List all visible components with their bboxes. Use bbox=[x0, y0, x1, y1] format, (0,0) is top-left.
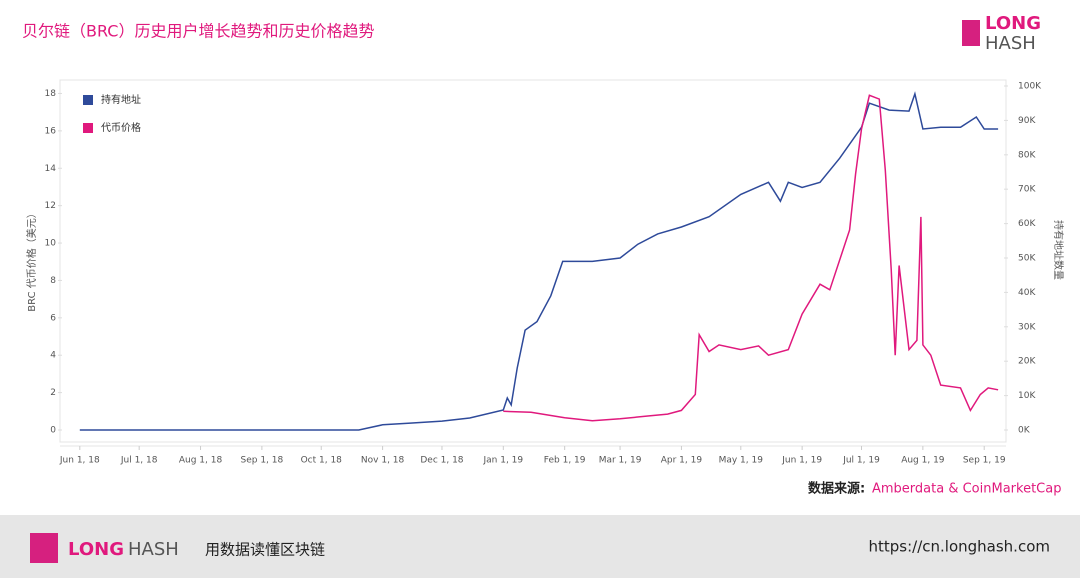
legend-label: 持有地址 bbox=[101, 93, 141, 106]
x-tick-label: Aug 1, 18 bbox=[179, 456, 223, 466]
data-line bbox=[503, 94, 999, 422]
title: 贝尔链（BRC）历史用户增长趋势和历史价格趋势 bbox=[22, 22, 374, 41]
legend-swatch bbox=[83, 95, 93, 105]
logo-text: LONG bbox=[985, 13, 1041, 34]
data-line bbox=[79, 91, 999, 431]
x-tick-label: Feb 1, 19 bbox=[544, 456, 586, 466]
y-tick-label: 10 bbox=[45, 239, 57, 249]
url: https://cn.longhash.com bbox=[869, 538, 1051, 556]
source-text: Amberdata & CoinMarketCap bbox=[872, 482, 1061, 497]
y2-tick-label: 10K bbox=[1018, 391, 1036, 401]
y2-axis-label: 持有地址数量 bbox=[1052, 220, 1065, 280]
x-tick-label: Jun 1, 18 bbox=[59, 456, 100, 466]
y2-tick-label: 50K bbox=[1018, 254, 1036, 264]
footer-logo: LONG bbox=[68, 539, 124, 560]
y-tick-label: 0 bbox=[50, 426, 56, 436]
footer-logo-icon bbox=[30, 533, 58, 563]
slogan: 用数据读懂区块链 bbox=[205, 541, 325, 559]
logo-icon bbox=[962, 20, 980, 46]
footer-logo: HASH bbox=[128, 539, 179, 560]
x-tick-label: Jul 1, 19 bbox=[842, 456, 880, 466]
y-tick-label: 16 bbox=[45, 126, 57, 136]
source-label: 数据来源: bbox=[808, 481, 865, 497]
y2-tick-label: 60K bbox=[1018, 219, 1036, 229]
x-tick-label: Apr 1, 19 bbox=[661, 456, 703, 466]
y2-tick-label: 0K bbox=[1018, 426, 1031, 436]
x-tick-label: Nov 1, 18 bbox=[361, 456, 405, 466]
y-axis-label: BRC 代币价格（美元） bbox=[25, 208, 38, 311]
legend-label: 代币价格 bbox=[101, 121, 141, 134]
x-tick-label: Sep 1, 18 bbox=[241, 456, 284, 466]
y2-tick-label: 100K bbox=[1018, 82, 1042, 92]
y2-tick-label: 20K bbox=[1018, 357, 1036, 367]
logo-text: HASH bbox=[985, 33, 1036, 54]
y-tick-label: 4 bbox=[50, 351, 56, 361]
legend-swatch bbox=[83, 123, 93, 133]
y2-tick-label: 40K bbox=[1018, 288, 1036, 298]
x-tick-label: Jan 1, 19 bbox=[482, 456, 523, 466]
x-tick-label: Sep 1, 19 bbox=[963, 456, 1006, 466]
x-tick-label: Dec 1, 18 bbox=[420, 456, 463, 466]
x-tick-label: Mar 1, 19 bbox=[599, 456, 642, 466]
plot-frame bbox=[59, 79, 1007, 443]
y-tick-label: 12 bbox=[45, 201, 56, 211]
y2-tick-label: 90K bbox=[1018, 116, 1036, 126]
y2-tick-label: 30K bbox=[1018, 322, 1036, 332]
x-tick-label: May 1, 19 bbox=[719, 456, 764, 466]
y2-tick-label: 70K bbox=[1018, 185, 1036, 195]
x-tick-label: Aug 1, 19 bbox=[901, 456, 945, 466]
x-tick-label: Jul 1, 18 bbox=[120, 456, 158, 466]
y-tick-label: 2 bbox=[50, 388, 56, 398]
y-tick-label: 8 bbox=[50, 276, 56, 286]
x-tick-label: Jun 1, 19 bbox=[781, 456, 822, 466]
footer-bar bbox=[0, 515, 1080, 578]
y2-tick-label: 80K bbox=[1018, 150, 1036, 160]
x-tick-label: Oct 1, 18 bbox=[301, 456, 343, 466]
y-tick-label: 14 bbox=[45, 164, 57, 174]
y-tick-label: 6 bbox=[50, 313, 56, 323]
y-tick-label: 18 bbox=[45, 89, 57, 99]
